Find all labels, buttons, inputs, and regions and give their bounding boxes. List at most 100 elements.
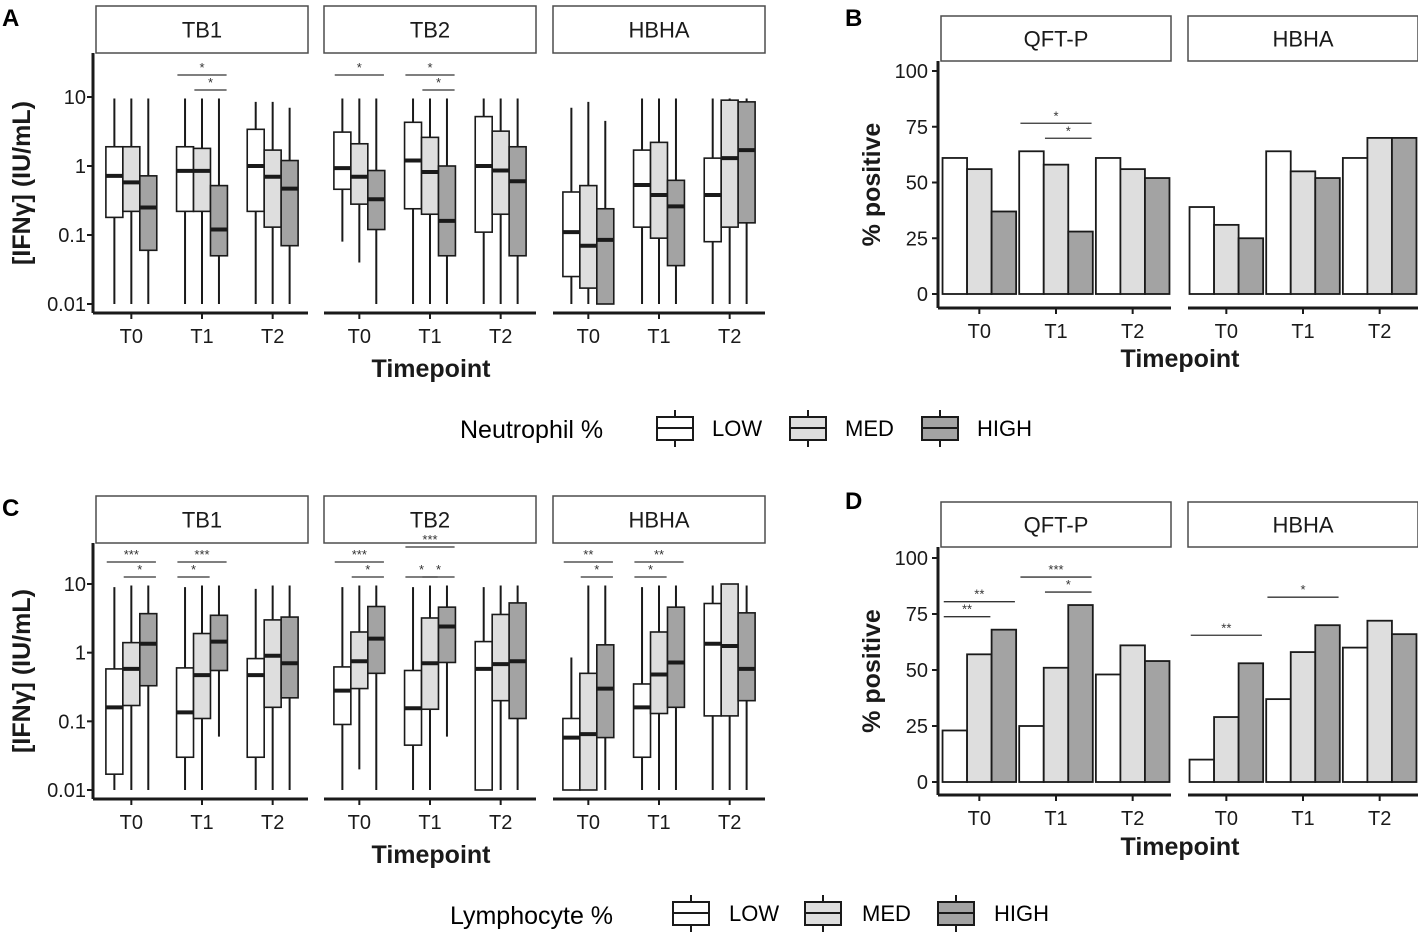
x-tick-label: T0 (577, 326, 600, 348)
significance-label: * (1300, 582, 1305, 597)
significance-label: * (357, 60, 362, 75)
x-axis-title: Timepoint (1121, 833, 1241, 861)
box-iqr (649, 141, 669, 239)
box-low (403, 98, 423, 304)
bar-med (1042, 163, 1070, 295)
significance-label: ** (654, 547, 664, 562)
facet-strip-label: TB1 (182, 508, 222, 533)
bar-med (1119, 168, 1146, 295)
box-med (579, 101, 598, 304)
box-iqr (720, 99, 739, 228)
box-high (666, 585, 686, 790)
box-iqr (562, 717, 581, 791)
significance-label: *** (422, 532, 437, 547)
bar-low (1188, 758, 1215, 783)
box-med (491, 585, 510, 790)
y-tick-label: 0 (917, 284, 928, 306)
box-iqr (280, 616, 299, 699)
box-iqr (175, 145, 195, 213)
significance-label: * (1066, 123, 1071, 138)
panel-b-chart: 0 25 50 75 100 % positive Timepoint QFT-P T0 T1 T2… (858, 15, 1418, 373)
panel-c-chart: 0.01 0.1 1 10 [IFNγ] (IU/mL) Timepoint TB1 T0 T1… (8, 495, 766, 869)
facet-strip (552, 495, 766, 544)
y-axis-title: [IFNγ] (IU/mL) (8, 589, 36, 753)
box-med (649, 585, 669, 790)
box-iqr (105, 668, 124, 775)
significance-label: ** (583, 547, 593, 562)
x-tick-label: T0 (120, 326, 143, 348)
legend-neutrophil: Neutrophil % LOW MED HIGH (460, 410, 1032, 447)
facet-strip-label: QFT-P (1024, 513, 1089, 538)
box-high (596, 585, 615, 790)
panel-letter-d: D (845, 488, 862, 515)
box-high (139, 585, 158, 790)
box-med (350, 585, 369, 770)
bar-low (1094, 673, 1122, 783)
facet-strip-label: HBHA (1272, 27, 1333, 52)
box-med (649, 98, 669, 304)
significance-label: ** (962, 602, 972, 617)
y-tick-label: 25 (906, 716, 928, 738)
bar-med (1213, 716, 1240, 783)
bar-low (941, 157, 968, 295)
bar-med (966, 653, 993, 783)
bar-low (1018, 725, 1045, 783)
box-iqr (508, 145, 527, 257)
box-iqr (192, 147, 212, 213)
box-iqr (437, 165, 457, 257)
x-axis-title: Timepoint (1121, 345, 1241, 373)
box-iqr (333, 666, 352, 726)
box-iqr (139, 175, 158, 252)
y-tick-label: 0 (917, 772, 928, 794)
bar-med (966, 168, 993, 295)
significance-label: ** (1221, 620, 1231, 635)
y-tick-label: 25 (906, 228, 928, 250)
legend-key-high (937, 895, 975, 932)
box-iqr (596, 644, 615, 739)
bar-high (1237, 237, 1265, 295)
box-low (403, 587, 423, 790)
legend-lymphocyte: Lymphocyte % LOW MED HIGH (450, 895, 1049, 932)
x-tick-label: T1 (418, 326, 441, 348)
box-low (703, 585, 722, 790)
box-iqr (737, 612, 756, 702)
bar-low (1341, 157, 1369, 295)
box-high (280, 585, 299, 790)
significance-label: * (427, 60, 432, 75)
box-high (666, 98, 686, 304)
x-tick-label: T2 (489, 812, 512, 834)
box-med (420, 98, 440, 304)
panel-letter-b: B (845, 5, 862, 32)
bar-med (1042, 666, 1070, 783)
x-tick-label: T0 (968, 808, 991, 830)
x-tick-label: T0 (1215, 321, 1238, 343)
box-low (105, 98, 124, 304)
y-tick-label: 1 (75, 156, 86, 178)
box-med (720, 98, 739, 304)
y-tick-label: 50 (906, 173, 928, 195)
significance-label: *** (124, 547, 139, 562)
box-iqr (105, 145, 124, 219)
bar-low (941, 729, 968, 783)
bar-med (1213, 223, 1240, 295)
bar-high (1144, 660, 1171, 783)
box-low (474, 587, 493, 791)
box-low (333, 587, 352, 790)
legend-label-high: HIGH (977, 416, 1032, 441)
legend-key-low (672, 895, 710, 932)
significance-label: * (594, 562, 599, 577)
bar-high (1144, 177, 1171, 295)
y-tick-label: 0.1 (58, 225, 86, 247)
significance-label: * (419, 562, 424, 577)
box-iqr (333, 131, 352, 191)
x-tick-label: T1 (418, 812, 441, 834)
box-high (139, 98, 158, 304)
box-iqr (562, 191, 581, 278)
bar-low (1018, 150, 1045, 295)
box-med (263, 585, 282, 790)
bar-high (1314, 177, 1341, 295)
y-tick-label: 10 (64, 87, 86, 109)
x-tick-label: T0 (968, 321, 991, 343)
box-iqr (474, 640, 493, 791)
facet-strip-label: TB2 (410, 508, 450, 533)
